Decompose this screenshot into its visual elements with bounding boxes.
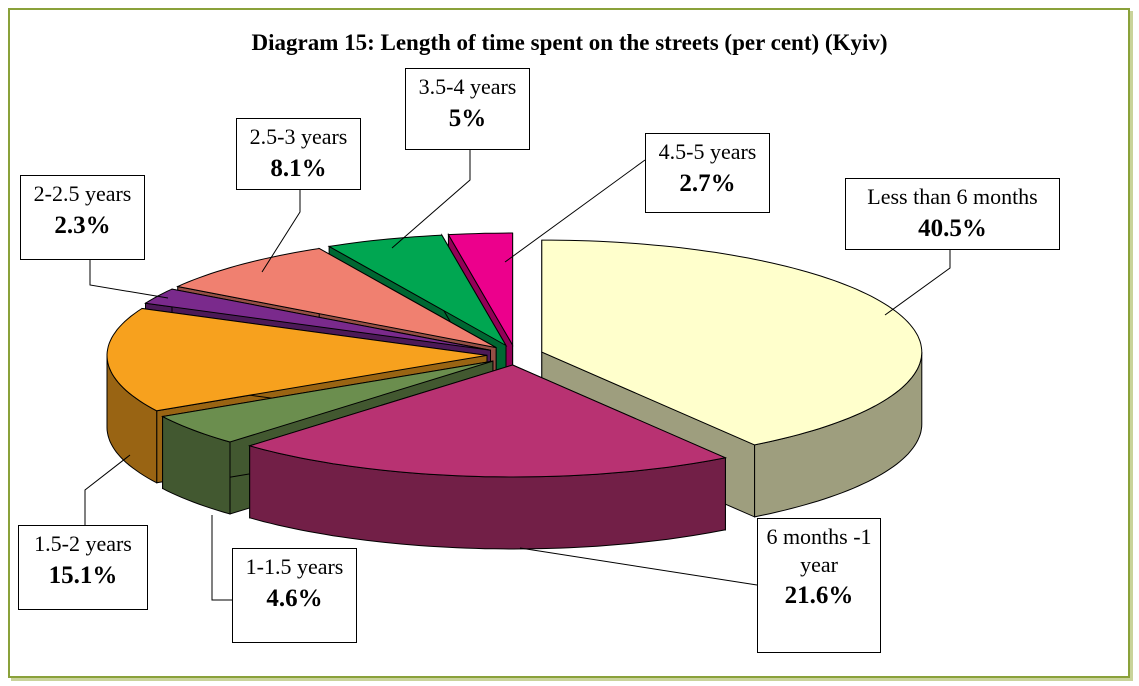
data-label: 2-2.5 years 2.3% <box>20 175 145 260</box>
data-label: Less than 6 months 40.5% <box>845 178 1060 250</box>
data-label: 4.5-5 years 2.7% <box>645 133 770 213</box>
data-label: 1.5-2 years 15.1% <box>18 525 148 610</box>
leader-line <box>504 159 646 263</box>
value-label: 21.6% <box>784 582 854 609</box>
slice <box>327 234 508 347</box>
category-label: 1-1.5 years <box>245 554 344 579</box>
category-label: 4.5-5 years <box>658 139 757 164</box>
slice <box>541 239 923 446</box>
category-label: 2-2.5 years <box>33 181 132 206</box>
slice <box>447 232 514 347</box>
leader-line <box>89 260 169 299</box>
value-label: 4.6% <box>266 584 323 612</box>
data-label: 3.5-4 years 5% <box>405 68 530 150</box>
category-label: 1.5-2 years <box>34 531 132 556</box>
leader-line <box>211 515 232 601</box>
leader-line <box>519 547 758 586</box>
value-label: 40.5% <box>918 214 987 242</box>
category-label: 3.5-4 years <box>418 74 517 99</box>
leader-line <box>84 454 131 525</box>
leader-line <box>261 190 301 273</box>
value-label: 2.7% <box>679 169 736 197</box>
value-label: 8.1% <box>270 154 327 182</box>
slice <box>106 307 488 412</box>
value-label: 2.3% <box>54 211 111 239</box>
chart-title: Diagram 15: Length of time spent on the … <box>251 30 888 55</box>
category-label: 6 months -1 year <box>766 524 872 577</box>
value-label: 5% <box>448 104 487 132</box>
leader-line <box>391 150 471 249</box>
category-label: 2.5-3 years <box>249 124 348 149</box>
slice <box>247 364 728 478</box>
value-label: 15.1% <box>48 561 118 589</box>
data-label: 6 months -1 year 21.6% <box>757 518 881 653</box>
category-label: Less than 6 months <box>867 184 1038 209</box>
slice <box>161 360 494 443</box>
frame <box>8 8 1130 678</box>
data-label: 2.5-3 years 8.1% <box>236 118 361 190</box>
leader-line <box>884 250 951 316</box>
data-label: 1-1.5 years 4.6% <box>232 548 357 643</box>
slice <box>176 247 497 349</box>
